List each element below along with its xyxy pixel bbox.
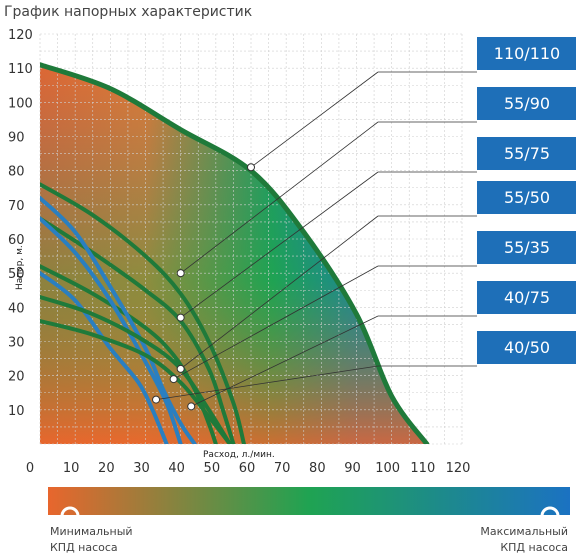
x-axis-label: Расход, л./мин. bbox=[203, 450, 275, 460]
min-efficiency-label-1: Минимальный bbox=[50, 525, 133, 538]
max-efficiency-label-2: КПД насоса bbox=[500, 541, 568, 554]
x-tick-label: 70 bbox=[274, 461, 291, 476]
leader-line bbox=[191, 315, 379, 407]
y-tick-label: 120 bbox=[8, 28, 33, 43]
min-efficiency-marker bbox=[60, 506, 80, 526]
y-tick-label: 50 bbox=[8, 267, 25, 282]
leader-lines bbox=[155, 71, 477, 407]
curve-40-50 bbox=[40, 271, 169, 444]
legend-label-55-90: 55/90 bbox=[504, 94, 550, 113]
x-tick-label: 0 bbox=[26, 461, 34, 476]
legend-label-55-50: 55/50 bbox=[504, 188, 550, 207]
legend-box-55-50 bbox=[477, 181, 576, 214]
y-tick-label: 100 bbox=[8, 96, 33, 111]
legend-box-55-75 bbox=[477, 137, 576, 170]
max-efficiency-marker bbox=[540, 506, 560, 526]
min-efficiency-label-2: КПД насоса bbox=[50, 541, 118, 554]
y-tick-label: 10 bbox=[8, 404, 25, 419]
x-tick-label: 20 bbox=[98, 461, 115, 476]
y-tick-label: 110 bbox=[8, 62, 33, 77]
curve-marker bbox=[169, 375, 178, 384]
leader-line bbox=[173, 265, 379, 380]
markers bbox=[152, 163, 255, 411]
legend-box-55-35 bbox=[477, 231, 576, 264]
curve-extra-7 bbox=[40, 295, 232, 444]
x-tick-label: 80 bbox=[309, 461, 326, 476]
legend-label-55-75: 55/75 bbox=[504, 144, 550, 163]
curve-marker bbox=[176, 364, 185, 373]
y-tick-label: 60 bbox=[8, 233, 25, 248]
y-tick-label: 40 bbox=[8, 301, 25, 316]
legend: 110/110 55/90 55/75 55/50 55/35 40/75 40/50 bbox=[477, 37, 576, 364]
curve-marker bbox=[176, 313, 185, 322]
curve-55-35 bbox=[40, 196, 197, 444]
x-tick-label: 100 bbox=[375, 461, 400, 476]
curve-marker bbox=[247, 163, 255, 172]
x-tick-label: 50 bbox=[204, 461, 221, 476]
y-tick-label: 20 bbox=[8, 370, 25, 385]
curve-extra-8 bbox=[40, 319, 232, 444]
legend-label-110-110: 110/110 bbox=[494, 44, 560, 63]
curve-marker bbox=[152, 395, 161, 404]
legend-box-110-110 bbox=[477, 37, 576, 70]
grid bbox=[39, 33, 463, 445]
y-tick-label: 90 bbox=[8, 131, 25, 146]
x-tick-label: 10 bbox=[63, 461, 80, 476]
efficiency-colorbar bbox=[48, 487, 570, 515]
x-tick-label: 110 bbox=[410, 461, 435, 476]
x-axis-ticks: 0 10 20 30 40 50 60 70 80 90 100 110 120 bbox=[26, 461, 471, 476]
x-tick-label: 40 bbox=[168, 461, 185, 476]
curve-110-110 bbox=[40, 62, 430, 444]
curve-marker bbox=[187, 402, 196, 411]
legend-label-40-50: 40/50 bbox=[504, 338, 550, 357]
leader-line bbox=[155, 365, 379, 400]
legend-label-55-35: 55/35 bbox=[504, 238, 550, 257]
y-tick-label: 70 bbox=[8, 199, 25, 214]
curve-55-50 bbox=[40, 264, 218, 444]
curve-55-90 bbox=[40, 182, 246, 444]
legend-box-40-75 bbox=[477, 281, 576, 314]
leader-line bbox=[250, 71, 379, 168]
y-tick-label: 30 bbox=[8, 336, 25, 351]
y-axis-ticks: 120 110 100 90 80 70 60 50 40 30 20 10 bbox=[8, 28, 33, 419]
leader-line bbox=[180, 215, 379, 370]
legend-box-55-90 bbox=[477, 87, 576, 120]
max-efficiency-label-1: Максимальный bbox=[480, 525, 568, 538]
curve-marker bbox=[176, 269, 185, 278]
y-tick-label: 80 bbox=[8, 165, 25, 180]
leader-line bbox=[180, 171, 379, 318]
x-tick-label: 90 bbox=[344, 461, 361, 476]
x-tick-label: 60 bbox=[239, 461, 256, 476]
legend-box-40-50 bbox=[477, 331, 576, 364]
y-axis-label: Напор, м. bbox=[15, 245, 25, 290]
leader-line bbox=[180, 121, 379, 274]
x-tick-label: 120 bbox=[446, 461, 471, 476]
x-tick-label: 30 bbox=[133, 461, 150, 476]
legend-label-40-75: 40/75 bbox=[504, 288, 550, 307]
chart-title: График напорных характеристик bbox=[4, 4, 252, 20]
